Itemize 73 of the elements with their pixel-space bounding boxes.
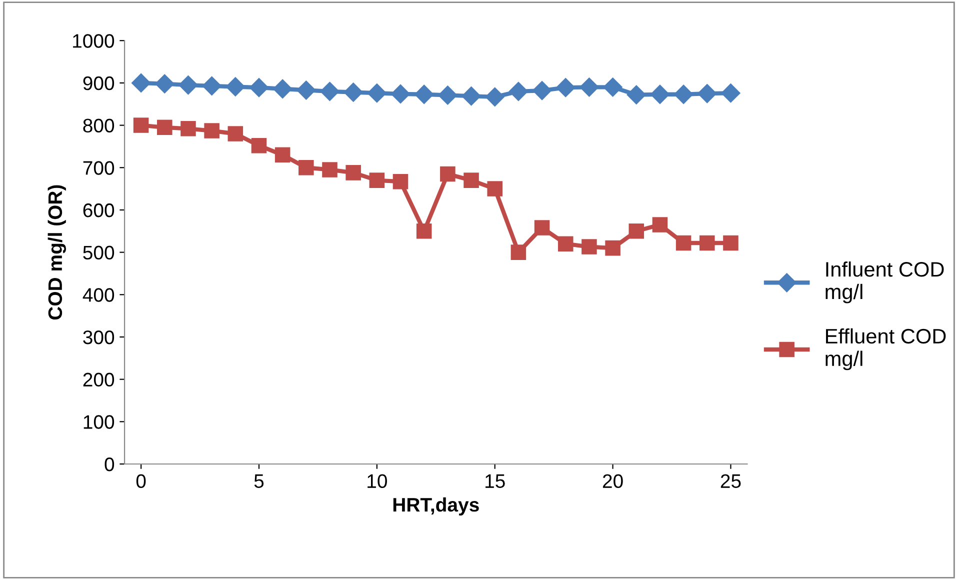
y-tick-label: 300 bbox=[83, 330, 114, 344]
point bbox=[558, 236, 574, 252]
point bbox=[273, 79, 292, 98]
point bbox=[369, 172, 385, 188]
point bbox=[226, 77, 245, 96]
point bbox=[674, 84, 694, 104]
point bbox=[534, 220, 550, 236]
x-tick-label: 0 bbox=[136, 474, 146, 488]
x-axis-title: HRT,days bbox=[393, 497, 479, 516]
y-tick-label: 400 bbox=[82, 288, 114, 302]
x-tick-label: 10 bbox=[368, 474, 387, 488]
point bbox=[487, 181, 502, 196]
point bbox=[650, 84, 670, 104]
point bbox=[603, 78, 622, 97]
y-tick-label: 200 bbox=[83, 372, 114, 387]
point bbox=[462, 86, 481, 106]
point bbox=[344, 82, 363, 102]
point bbox=[157, 120, 172, 136]
point bbox=[485, 87, 504, 106]
point bbox=[723, 235, 738, 251]
point bbox=[204, 123, 220, 138]
point bbox=[274, 147, 290, 163]
point bbox=[721, 84, 740, 103]
point bbox=[438, 86, 458, 105]
point bbox=[298, 160, 314, 176]
y-tick-label: 1000 bbox=[73, 34, 114, 48]
point bbox=[133, 118, 149, 133]
point bbox=[464, 172, 479, 188]
x-tick-label: 25 bbox=[720, 474, 741, 488]
y-tick-label: 100 bbox=[84, 415, 114, 429]
x-tick-label: 20 bbox=[602, 474, 623, 488]
point bbox=[180, 121, 196, 136]
point bbox=[440, 166, 456, 182]
point bbox=[628, 223, 644, 239]
point bbox=[251, 138, 267, 154]
point bbox=[202, 76, 222, 96]
point bbox=[322, 162, 338, 178]
legend-label: Influent COD mg/l bbox=[826, 261, 944, 304]
y-tick-label: 800 bbox=[83, 118, 114, 133]
point bbox=[228, 126, 244, 142]
point bbox=[700, 235, 715, 251]
y-tick-label: 500 bbox=[83, 246, 114, 260]
point bbox=[414, 84, 434, 104]
point bbox=[320, 82, 340, 101]
point bbox=[580, 78, 599, 97]
legend-label: Effluent COD mg/l bbox=[826, 328, 946, 370]
point bbox=[652, 217, 668, 232]
point bbox=[346, 165, 361, 180]
point bbox=[155, 74, 174, 94]
y-tick-label: 700 bbox=[83, 161, 114, 175]
y-tick-label: 0 bbox=[104, 457, 114, 472]
point bbox=[626, 85, 646, 104]
point bbox=[676, 235, 692, 251]
x-tick-label: 5 bbox=[254, 474, 264, 488]
point bbox=[249, 78, 269, 98]
point bbox=[132, 73, 151, 92]
point bbox=[556, 78, 576, 98]
y-tick-label: 900 bbox=[83, 76, 114, 90]
point bbox=[367, 84, 386, 103]
point bbox=[605, 240, 620, 256]
point bbox=[296, 80, 316, 100]
x-tick-label: 15 bbox=[486, 474, 505, 488]
point bbox=[510, 244, 526, 260]
point bbox=[698, 84, 717, 104]
point bbox=[582, 239, 597, 254]
point bbox=[392, 174, 408, 190]
y-tick-label: 600 bbox=[83, 203, 114, 218]
y-axis-title: COD mg/l (OR) bbox=[48, 185, 66, 320]
point bbox=[416, 223, 432, 239]
point bbox=[532, 81, 552, 100]
point bbox=[178, 76, 198, 95]
point bbox=[390, 84, 410, 104]
point bbox=[508, 82, 528, 101]
